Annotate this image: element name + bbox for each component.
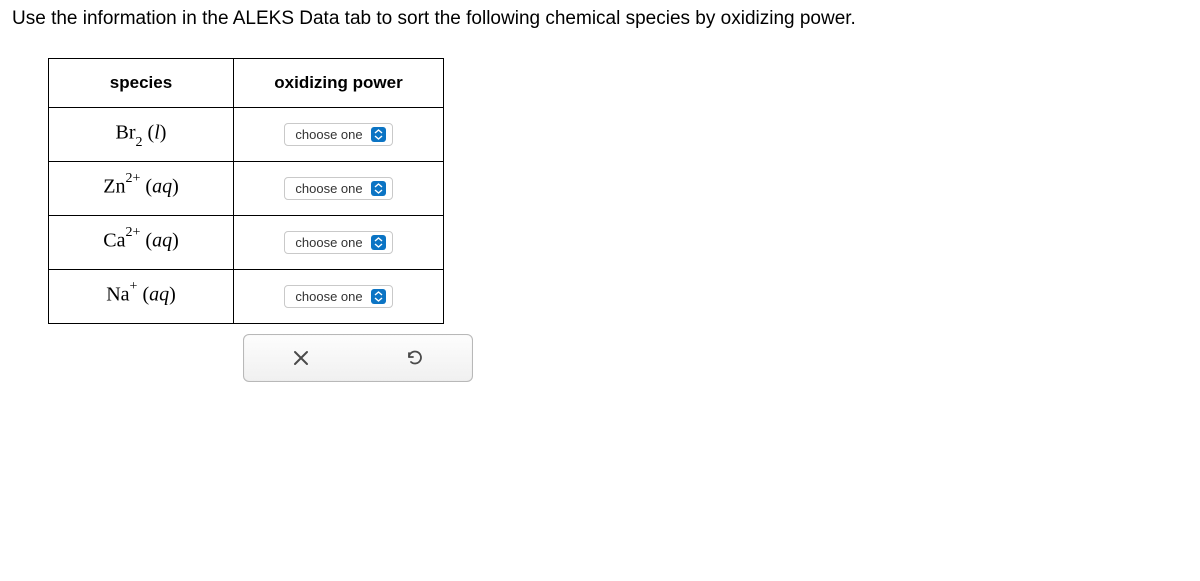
choose-one-select-1[interactable]: choose one: [284, 177, 392, 200]
choose-one-select-2[interactable]: choose one: [284, 231, 392, 254]
species-sup: +: [130, 279, 138, 294]
table-row: Na+ (aq) choose one: [49, 270, 444, 324]
species-sup: 2+: [125, 171, 140, 186]
species-base: Na: [106, 284, 129, 306]
close-icon: [292, 349, 310, 367]
species-cell-0: Br2 (l): [49, 108, 234, 162]
table-row: Ca2+ (aq) choose one: [49, 216, 444, 270]
stepper-icon: [371, 127, 386, 142]
select-label: choose one: [295, 235, 362, 250]
species-sub: 2: [136, 135, 143, 150]
species-phase: aq: [149, 284, 169, 306]
species-phase: aq: [152, 230, 172, 252]
species-base: Zn: [103, 176, 125, 198]
reset-button[interactable]: [401, 344, 429, 372]
select-label: choose one: [295, 289, 362, 304]
undo-icon: [405, 348, 425, 368]
species-phase: l: [154, 122, 160, 144]
species-table: species oxidizing power Br2 (l) choose o…: [48, 58, 444, 324]
header-species: species: [49, 59, 234, 108]
power-cell-0: choose one: [234, 108, 444, 162]
choose-one-select-0[interactable]: choose one: [284, 123, 392, 146]
stepper-icon: [371, 181, 386, 196]
stepper-icon: [371, 289, 386, 304]
species-base: Ca: [103, 230, 125, 252]
species-cell-3: Na+ (aq): [49, 270, 234, 324]
species-base: Br: [116, 122, 136, 144]
power-cell-2: choose one: [234, 216, 444, 270]
table-row: Zn2+ (aq) choose one: [49, 162, 444, 216]
clear-button[interactable]: [287, 344, 315, 372]
species-sup: 2+: [125, 225, 140, 240]
select-label: choose one: [295, 181, 362, 196]
controls-bar: [243, 334, 473, 382]
power-cell-1: choose one: [234, 162, 444, 216]
species-cell-1: Zn2+ (aq): [49, 162, 234, 216]
header-power: oxidizing power: [234, 59, 444, 108]
content-wrap: species oxidizing power Br2 (l) choose o…: [48, 58, 1188, 382]
stepper-icon: [371, 235, 386, 250]
power-cell-3: choose one: [234, 270, 444, 324]
select-label: choose one: [295, 127, 362, 142]
instruction-text: Use the information in the ALEKS Data ta…: [12, 8, 1188, 30]
species-phase: aq: [152, 176, 172, 198]
table-row: Br2 (l) choose one: [49, 108, 444, 162]
choose-one-select-3[interactable]: choose one: [284, 285, 392, 308]
species-cell-2: Ca2+ (aq): [49, 216, 234, 270]
